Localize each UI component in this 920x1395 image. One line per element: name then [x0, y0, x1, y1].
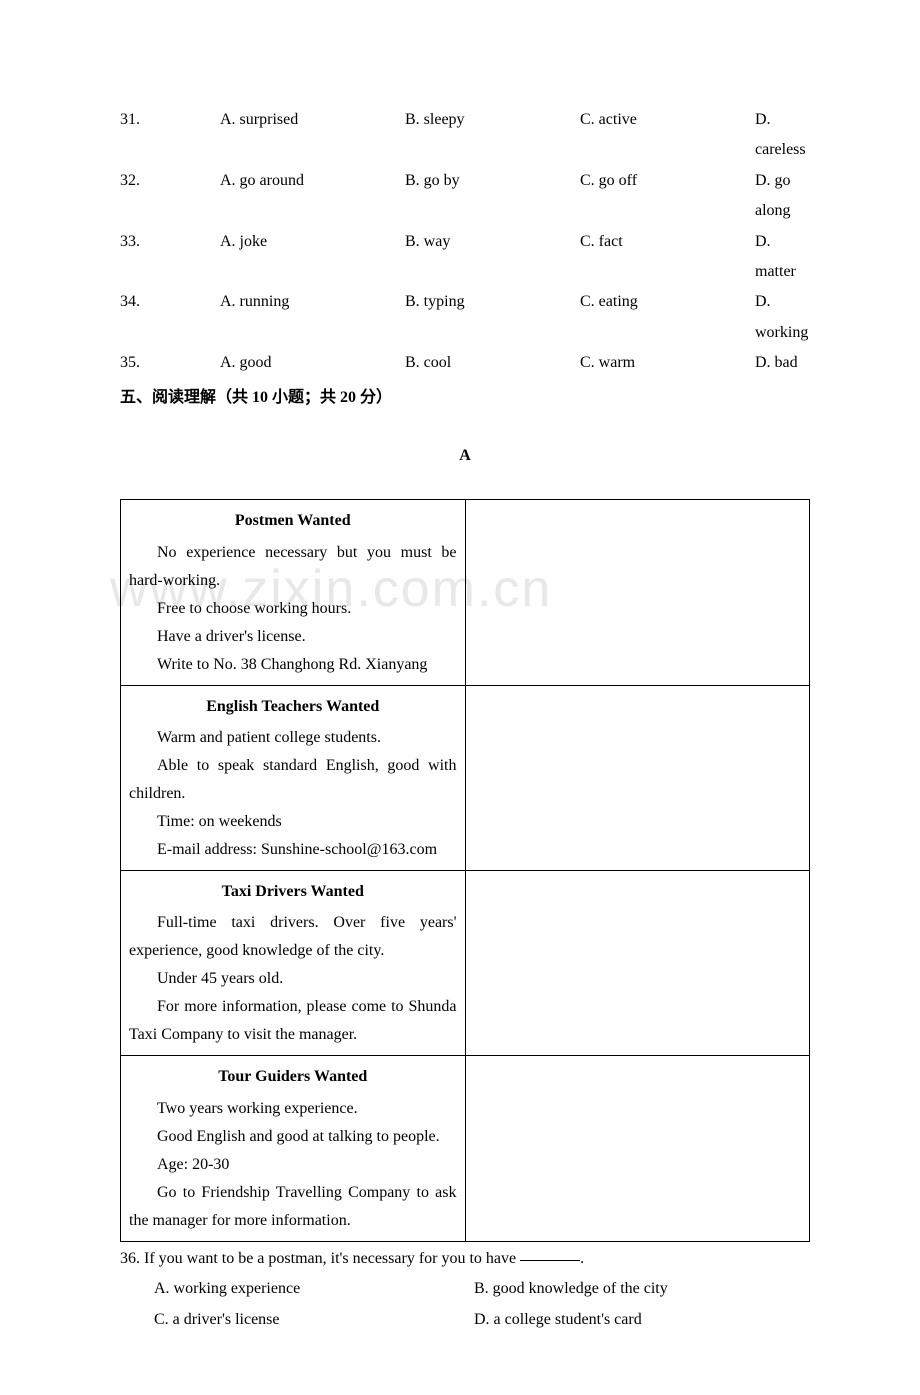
mcq-option-a: A. good: [220, 348, 405, 378]
ad-line: Age: 20-30: [129, 1151, 457, 1179]
ad-line: Time: on weekends: [129, 808, 457, 836]
mcq-option-d: D. working: [755, 287, 810, 348]
ad-title: English Teachers Wanted: [129, 692, 457, 722]
ad-line: Write to No. 38 Changhong Rd. Xianyang: [129, 651, 457, 679]
ad-line: Full-time taxi drivers. Over five years'…: [129, 909, 457, 965]
mcq-option-c: C. eating: [580, 287, 755, 348]
blank-underline: [520, 1260, 580, 1261]
ad-line: No experience necessary but you must be …: [129, 539, 457, 595]
mcq-num: 35.: [120, 348, 220, 378]
table-row: English Teachers WantedWarm and patient …: [121, 685, 810, 870]
ad-line: Warm and patient college students.: [129, 724, 457, 752]
mcq-option-b: B. go by: [405, 166, 580, 227]
mcq-row: 35. A. good B. cool C. warm D. bad: [120, 348, 810, 378]
ad-cell: Taxi Drivers WantedFull-time taxi driver…: [121, 871, 466, 1056]
mcq-option-b: B. cool: [405, 348, 580, 378]
ad-blank-cell: [465, 1056, 810, 1241]
question-stem-pre: 36. If you want to be a postman, it's ne…: [120, 1250, 520, 1267]
mcq-row: 32. A. go around B. go by C. go off D. g…: [120, 166, 810, 227]
question-option-a: A. working experience: [154, 1274, 474, 1304]
question-option-c: C. a driver's license: [154, 1305, 474, 1335]
ad-line: Under 45 years old.: [129, 965, 457, 993]
mcq-num: 34.: [120, 287, 220, 348]
table-row: Taxi Drivers WantedFull-time taxi driver…: [121, 871, 810, 1056]
mcq-option-c: C. active: [580, 105, 755, 166]
question-options-row: C. a driver's license D. a college stude…: [120, 1305, 810, 1335]
section-heading: 五、阅读理解（共 10 小题；共 20 分）: [120, 383, 810, 413]
ad-title: Tour Guiders Wanted: [129, 1062, 457, 1092]
mcq-row: 34. A. running B. typing C. eating D. wo…: [120, 287, 810, 348]
mcq-row: 31. A. surprised B. sleepy C. active D. …: [120, 105, 810, 166]
mcq-option-d: D. careless: [755, 105, 810, 166]
ad-title: Postmen Wanted: [129, 506, 457, 536]
table-row: Postmen WantedNo experience necessary bu…: [121, 500, 810, 685]
ad-line: Good English and good at talking to peop…: [129, 1123, 457, 1151]
mcq-option-b: B. way: [405, 227, 580, 288]
ad-line: Go to Friendship Travelling Company to a…: [129, 1179, 457, 1235]
question-stem-post: .: [580, 1250, 584, 1267]
ad-cell: Postmen WantedNo experience necessary bu…: [121, 500, 466, 685]
question-options-row: A. working experience B. good knowledge …: [120, 1274, 810, 1304]
ad-line: For more information, please come to Shu…: [129, 993, 457, 1049]
ad-blank-cell: [465, 685, 810, 870]
mcq-num: 31.: [120, 105, 220, 166]
mcq-option-a: A. running: [220, 287, 405, 348]
mcq-option-c: C. warm: [580, 348, 755, 378]
question-option-d: D. a college student's card: [474, 1305, 810, 1335]
mcq-block: 31. A. surprised B. sleepy C. active D. …: [120, 105, 810, 379]
ad-blank-cell: [465, 871, 810, 1056]
ad-line: Free to choose working hours.: [129, 595, 457, 623]
mcq-option-d: D. bad: [755, 348, 810, 378]
mcq-option-a: A. go around: [220, 166, 405, 227]
mcq-option-d: D. matter: [755, 227, 810, 288]
ad-line: Able to speak standard English, good wit…: [129, 752, 457, 808]
ad-cell: English Teachers WantedWarm and patient …: [121, 685, 466, 870]
question-option-b: B. good knowledge of the city: [474, 1274, 810, 1304]
ad-cell: Tour Guiders Wanted Two years working exp…: [121, 1056, 466, 1241]
ad-line: Two years working experience.: [129, 1095, 457, 1123]
table-row: Tour Guiders Wanted Two years working exp…: [121, 1056, 810, 1241]
mcq-option-d: D. go along: [755, 166, 810, 227]
mcq-num: 32.: [120, 166, 220, 227]
mcq-num: 33.: [120, 227, 220, 288]
ad-blank-cell: [465, 500, 810, 685]
mcq-option-b: B. sleepy: [405, 105, 580, 166]
mcq-option-c: C. fact: [580, 227, 755, 288]
mcq-option-c: C. go off: [580, 166, 755, 227]
question-stem: 36. If you want to be a postman, it's ne…: [120, 1244, 810, 1274]
passage-label: A: [120, 441, 810, 471]
ads-table: Postmen WantedNo experience necessary bu…: [120, 499, 810, 1242]
mcq-option-a: A. surprised: [220, 105, 405, 166]
ad-line: E-mail address: Sunshine-school@163.com: [129, 836, 457, 864]
ad-title: Taxi Drivers Wanted: [129, 877, 457, 907]
ad-line: Have a driver's license.: [129, 623, 457, 651]
mcq-row: 33. A. joke B. way C. fact D. matter: [120, 227, 810, 288]
mcq-option-b: B. typing: [405, 287, 580, 348]
mcq-option-a: A. joke: [220, 227, 405, 288]
